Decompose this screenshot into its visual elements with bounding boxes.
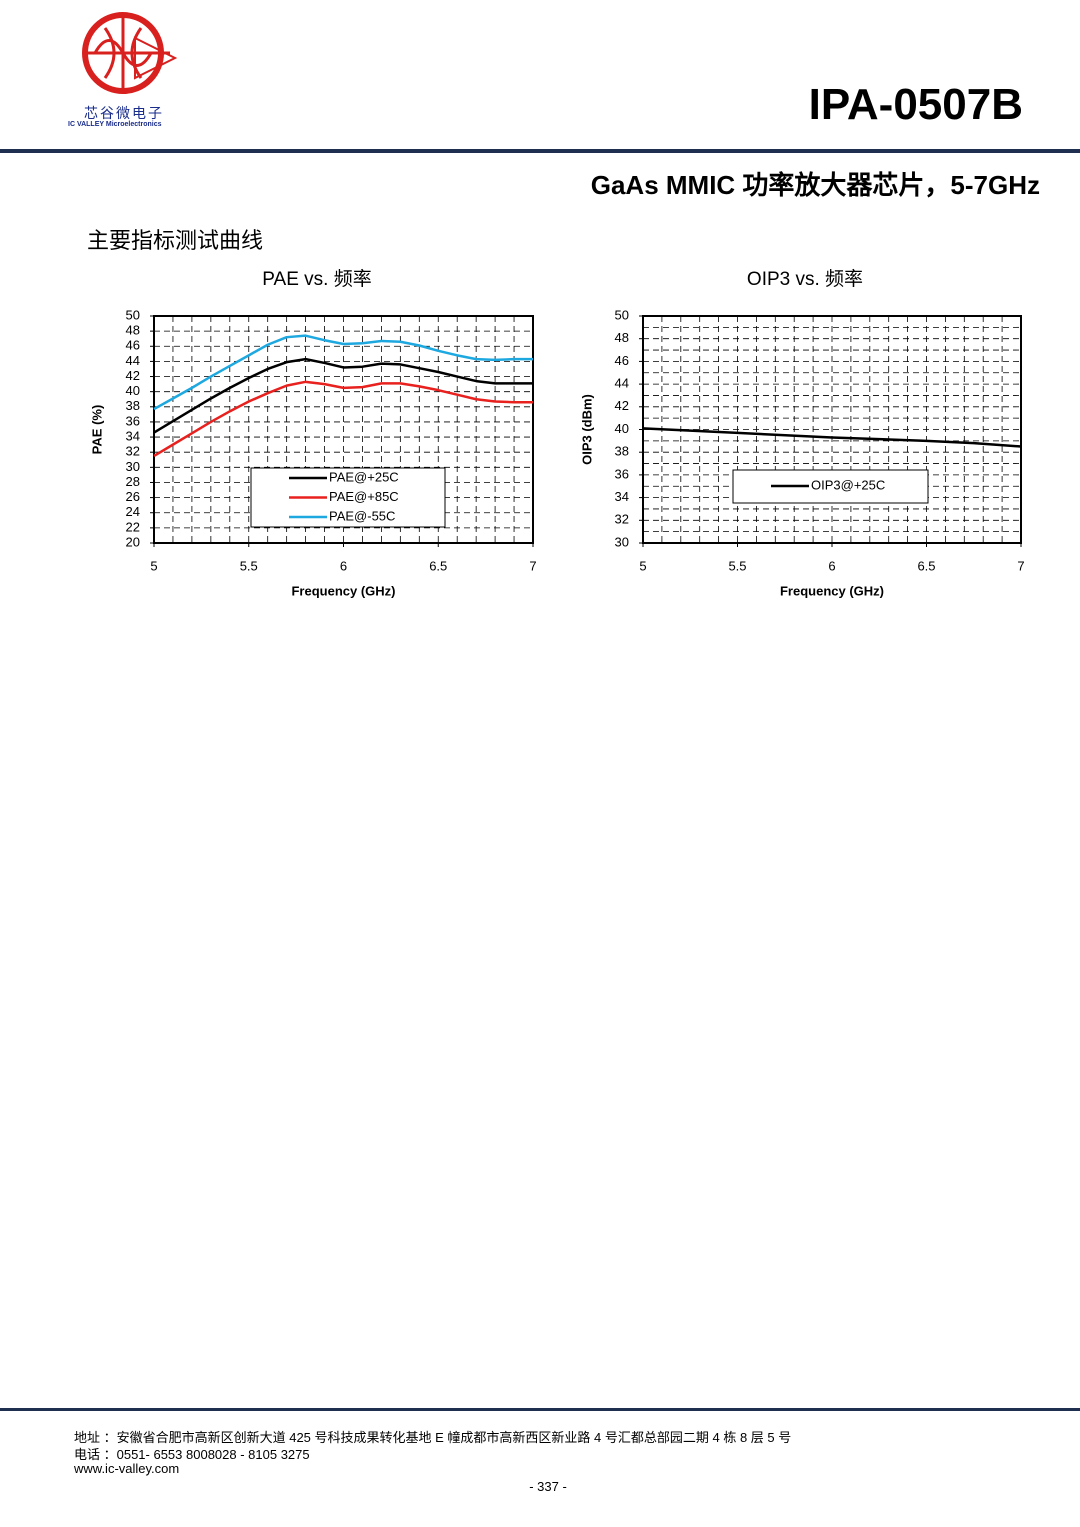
y-tick-label: 40 xyxy=(615,421,629,436)
legend-label: PAE@-55C xyxy=(329,508,395,523)
y-tick-label: 22 xyxy=(126,519,140,534)
y-tick-label: 24 xyxy=(126,504,140,519)
charts: PAE vs. 频率202224262830323436384042444648… xyxy=(89,268,1024,598)
website: www.ic-valley.com xyxy=(74,1461,180,1476)
logo xyxy=(82,12,178,94)
y-tick-label: 28 xyxy=(126,474,140,489)
y-tick-label: 32 xyxy=(126,444,140,459)
page-number: - 337 - xyxy=(529,1479,567,1494)
x-tick-label: 6.5 xyxy=(917,558,935,573)
y-tick-label: 38 xyxy=(126,398,140,413)
y-tick-label: 36 xyxy=(126,413,140,428)
y-tick-label: 32 xyxy=(615,512,629,527)
subtitle: GaAs MMIC 功率放大器芯片，5-7GHz xyxy=(590,170,1040,200)
section-title: 主要指标测试曲线 xyxy=(87,228,264,253)
y-tick-label: 34 xyxy=(126,429,140,444)
legend-label: PAE@+25C xyxy=(329,469,399,484)
y-tick-label: 36 xyxy=(615,466,629,481)
legend-box xyxy=(250,467,446,528)
plot-frame xyxy=(153,315,534,544)
series-line xyxy=(153,334,533,411)
company-cn: 芯谷微电子 xyxy=(84,105,164,121)
chart-title: PAE vs. 频率 xyxy=(262,268,371,290)
y-tick-label: 34 xyxy=(615,489,629,504)
y-tick-label: 30 xyxy=(126,459,140,474)
y-tick-label: 44 xyxy=(126,353,140,368)
series-line xyxy=(153,380,533,458)
phone: 电话 ：0551- 6553 8008028 - 8105 3275 xyxy=(74,1447,310,1462)
footer-rule xyxy=(0,1408,1080,1411)
y-tick-label: 38 xyxy=(615,444,629,459)
series-line xyxy=(642,427,1022,448)
x-axis-label: Frequency (GHz) xyxy=(780,583,884,598)
address: 地址 ：安徽省合肥市高新区创新大道 425 号科技成果转化基地 E 幢成都市高新… xyxy=(74,1430,792,1445)
header-rule xyxy=(0,149,1080,153)
y-tick-label: 46 xyxy=(126,338,140,353)
x-tick-label: 6 xyxy=(340,558,347,573)
x-tick-label: 5.5 xyxy=(240,558,258,573)
y-tick-label: 40 xyxy=(126,383,140,398)
x-tick-label: 5 xyxy=(639,558,646,573)
y-tick-label: 50 xyxy=(126,307,140,322)
y-tick-label: 44 xyxy=(615,376,629,391)
legend-box xyxy=(732,469,929,504)
chart-title: OIP3 vs. 频率 xyxy=(747,268,863,290)
y-tick-label: 46 xyxy=(615,353,629,368)
x-tick-label: 7 xyxy=(1017,558,1024,573)
y-tick-label: 48 xyxy=(615,330,629,345)
company-en: IC VALLEY Microelectronics xyxy=(68,121,162,128)
x-tick-label: 5.5 xyxy=(728,558,746,573)
series-line xyxy=(153,357,533,434)
y-tick-label: 20 xyxy=(126,534,140,549)
y-tick-label: 50 xyxy=(615,307,629,322)
y-tick-label: 30 xyxy=(615,534,629,549)
x-tick-label: 7 xyxy=(529,558,536,573)
x-axis-label: Frequency (GHz) xyxy=(291,583,395,598)
x-tick-label: 6.5 xyxy=(429,558,447,573)
y-tick-label: 48 xyxy=(126,323,140,338)
legend-label: PAE@+85C xyxy=(329,489,399,504)
y-axis-label: PAE (%) xyxy=(89,405,104,455)
x-tick-label: 6 xyxy=(828,558,835,573)
x-tick-label: 5 xyxy=(150,558,157,573)
y-tick-label: 26 xyxy=(126,489,140,504)
y-tick-label: 42 xyxy=(615,398,629,413)
legend-label: OIP3@+25C xyxy=(811,477,885,492)
part-number: IPA-0507B xyxy=(808,80,1023,129)
y-axis-label: OIP3 (dBm) xyxy=(579,394,594,465)
y-tick-label: 42 xyxy=(126,368,140,383)
